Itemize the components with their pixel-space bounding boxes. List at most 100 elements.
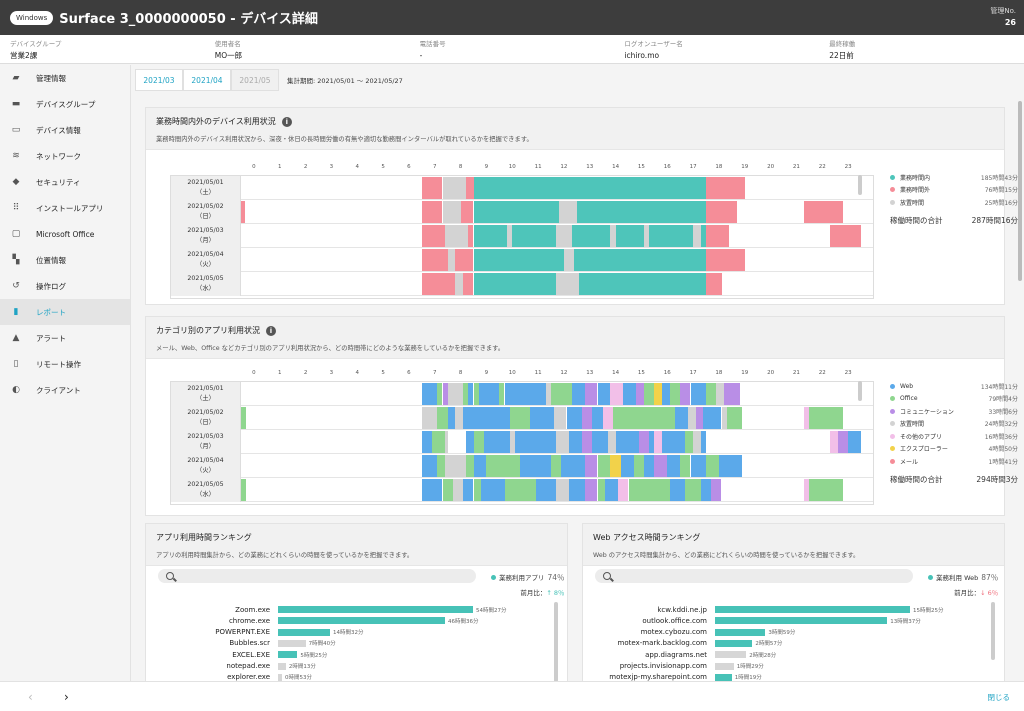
segment-web: [644, 455, 655, 477]
sidebar-item[interactable]: ▯ リモート操作: [0, 351, 130, 377]
row-dow: （月）: [196, 443, 215, 450]
segment-idle: [452, 479, 464, 501]
gantt-row: 2021/05/03 （月）: [171, 224, 873, 248]
rank-name[interactable]: motexjp-my.sharepoint.com: [609, 673, 707, 681]
segment-comm: [636, 383, 644, 405]
app-search-input[interactable]: [158, 569, 476, 583]
segment-idle: [644, 225, 650, 247]
sidebar-item[interactable]: ◐ クライアント: [0, 377, 130, 403]
segment-idle: [558, 201, 577, 223]
legend-item: Office 79時間4分: [890, 393, 1018, 406]
legend-item: 業務時間外 76時間15分: [890, 184, 1018, 197]
sidebar-item[interactable]: ▚ 位置情報: [0, 247, 130, 273]
close-button[interactable]: 閉じる: [987, 693, 1011, 702]
legend-value: 76時間15分: [984, 187, 1018, 195]
rank-name[interactable]: kcw.kddi.ne.jp: [657, 605, 707, 614]
rank-name[interactable]: motex.cybozu.com: [640, 628, 707, 637]
sidebar-item[interactable]: ▢ Microsoft Office: [0, 221, 130, 247]
segment-office: [551, 383, 572, 405]
next-button[interactable]: ›: [64, 690, 69, 704]
main-scrollbar[interactable]: [1018, 101, 1022, 281]
sidebar-item[interactable]: ↺ 操作ログ: [0, 273, 130, 299]
tab-2021-04[interactable]: 2021/04: [183, 69, 231, 91]
legend-value: 1時間41分: [988, 458, 1018, 466]
prev-button[interactable]: ‹: [28, 690, 33, 704]
rank-name[interactable]: motex-mark.backlog.com: [617, 639, 707, 648]
category-gantt-scrollbar[interactable]: [858, 381, 862, 401]
info-value: 22日前: [829, 51, 854, 60]
gantt-row: 2021/05/04 （火）: [171, 454, 873, 478]
rank-name[interactable]: outlook.office.com: [642, 616, 707, 625]
info-icon[interactable]: i: [266, 325, 276, 336]
segment-idle: [421, 407, 438, 429]
sidebar-item[interactable]: ⠿ インストールアプリ: [0, 195, 130, 221]
rank-name[interactable]: app.diagrams.net: [645, 650, 707, 659]
legend-name: コミュニケーション: [900, 408, 954, 416]
rank-name[interactable]: EXCEL.EXE: [232, 650, 270, 659]
row-dow: （月）: [196, 237, 215, 244]
total-value: 294時間3分: [976, 474, 1018, 484]
usage-gantt-scrollbar[interactable]: [858, 175, 862, 195]
wifi-icon: ≋: [12, 151, 20, 161]
rank-name[interactable]: Zoom.exe: [235, 605, 270, 614]
sidebar: ▰ 管理情報 ▬ デバイスグループ ▭ デバイス情報 ≋ ネットワーク ◆ セキュリティ ⠿ インスト…: [0, 65, 131, 681]
segment-office: [509, 407, 531, 429]
sidebar-item[interactable]: ▰ 管理情報: [0, 65, 130, 91]
hour-label: 12: [560, 370, 568, 376]
sidebar-item[interactable]: ▮ レポート: [0, 299, 130, 325]
app-ranking-scrollbar[interactable]: [554, 602, 558, 681]
info-icon[interactable]: i: [281, 116, 292, 127]
segment-office: [499, 383, 505, 405]
segment-web: [592, 407, 603, 429]
segment-web: [662, 431, 686, 453]
segment-office: [486, 455, 520, 477]
segment-web: [592, 431, 608, 453]
segment-other: [804, 407, 810, 429]
segment-out: [465, 177, 474, 199]
web-ranking-scrollbar[interactable]: [991, 602, 995, 660]
legend-dot: [890, 408, 895, 414]
legend-dot: [890, 187, 895, 193]
segment-comm: [584, 479, 598, 501]
sidebar-item[interactable]: ≋ ネットワーク: [0, 143, 130, 169]
segment-idle: [455, 407, 464, 429]
sidebar-item[interactable]: ▭ デバイス情報: [0, 117, 130, 143]
rank-name[interactable]: POWERPNT.EXE: [215, 628, 270, 637]
rank-row: Zoom.exe 54時間27分: [158, 604, 506, 615]
row-dow: （火）: [196, 467, 215, 474]
sidebar-item[interactable]: ▲ アラート: [0, 325, 130, 351]
info-label: 使用者名: [214, 40, 241, 48]
sidebar-item[interactable]: ▬ デバイスグループ: [0, 91, 130, 117]
row-dow: （土）: [196, 189, 215, 196]
category-panel-header: カテゴリ別のアプリ利用状況 i メール、Web、Office などカテゴリ別のアプ…: [146, 317, 1004, 359]
segment-office: [437, 383, 443, 405]
rank-name[interactable]: chrome.exe: [228, 616, 270, 625]
rank-name[interactable]: notepad.exe: [226, 662, 270, 670]
tab-2021-05[interactable]: 2021/05: [231, 69, 279, 91]
category-gantt: 0 1 2 3 4 5 6 7 8 9 10 11 12 13 14 15 16 17 18 19 20 21 22 23 20…: [170, 370, 874, 505]
info-label: ログオンユーザー名: [624, 40, 683, 48]
hour-label: 18: [715, 370, 723, 376]
rank-name[interactable]: projects.invisionapp.com: [619, 662, 707, 670]
rank-bar: [715, 651, 747, 659]
segment-in: [512, 225, 557, 247]
segment-out: [421, 249, 448, 271]
hour-label: 21: [792, 164, 800, 170]
rank-name[interactable]: explorer.exe: [227, 673, 270, 681]
rank-name[interactable]: Bubbles.scr: [229, 639, 270, 648]
legend-dot: [890, 396, 895, 402]
web-search-input[interactable]: [595, 569, 913, 583]
tab-2021-03[interactable]: 2021/03: [135, 69, 183, 91]
sidebar-item[interactable]: ◆ セキュリティ: [0, 169, 130, 195]
segment-office: [706, 455, 719, 477]
segment-web: [566, 407, 582, 429]
segment-web: [535, 479, 557, 501]
hour-label: 2: [303, 164, 308, 170]
rank-row: app.diagrams.net 2時間28分: [595, 649, 776, 660]
rank-row: motexjp-my.sharepoint.com 1時間19分: [595, 672, 761, 681]
segment-web: [605, 479, 619, 501]
legend-dot: [890, 174, 895, 180]
segment-out: [421, 225, 446, 247]
rank-row: notepad.exe 2時間13分: [158, 661, 315, 672]
segment-comm: [711, 479, 722, 501]
